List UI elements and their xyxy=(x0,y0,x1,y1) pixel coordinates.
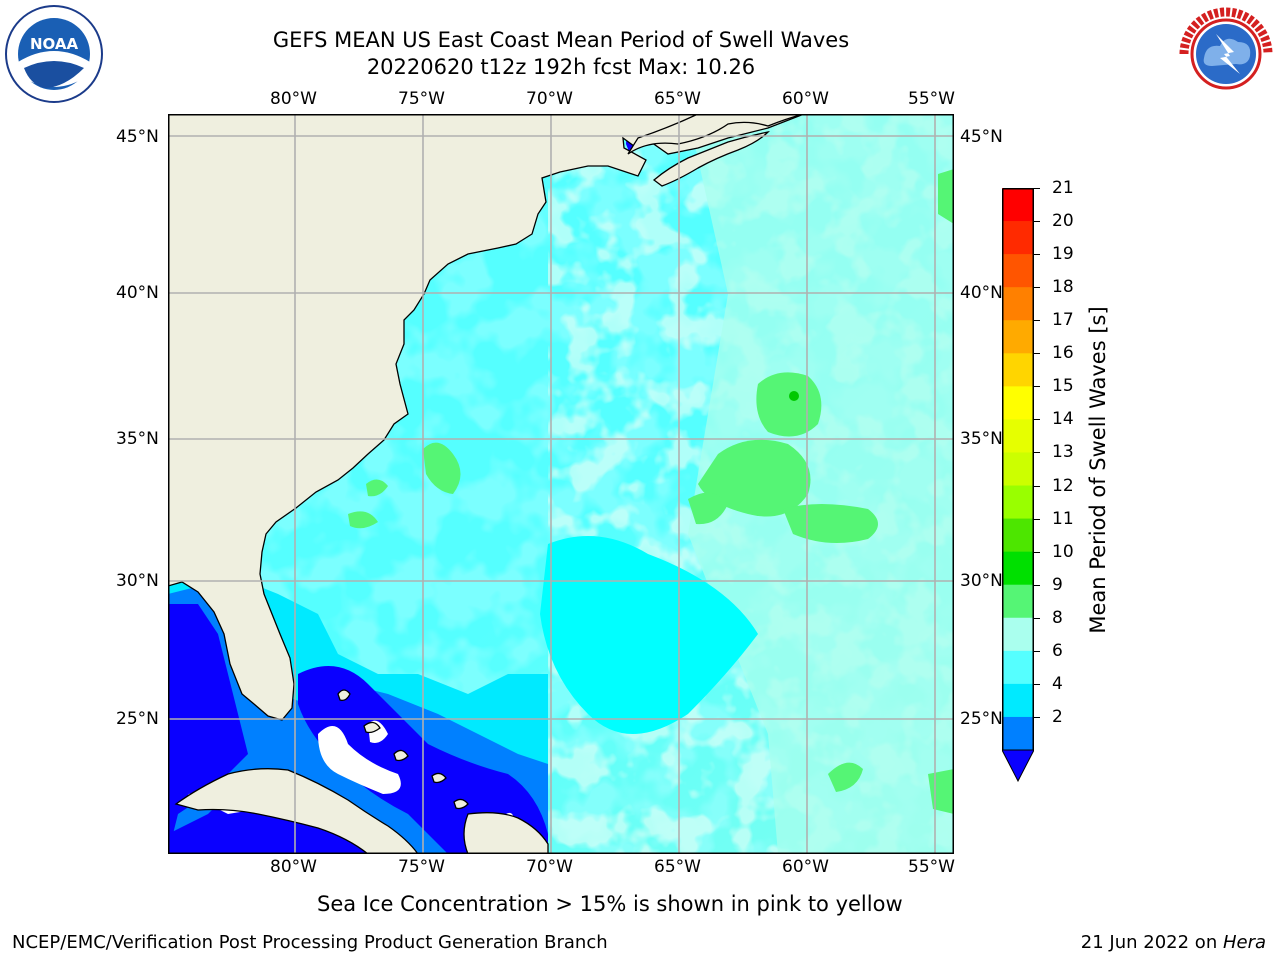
lon-label-bottom-80w: 80°W xyxy=(270,857,317,877)
colorbar-tick-mark xyxy=(1034,551,1040,553)
lat-label-left-30n: 30°N xyxy=(116,571,159,591)
lon-label-bottom-60w: 60°W xyxy=(782,857,829,877)
lon-label-top-55w: 55°W xyxy=(908,89,955,109)
colorbar-tick-label: 8 xyxy=(1052,607,1063,628)
colorbar-tick-label: 6 xyxy=(1052,640,1063,661)
colorbar-swatch xyxy=(1002,584,1034,619)
footer-credit: NCEP/EMC/Verification Post Processing Pr… xyxy=(12,932,608,953)
colorbar-swatches xyxy=(1001,188,1035,783)
map-subtitle: 20220620 t12z 192h fcst Max: 10.26 xyxy=(366,55,756,79)
colorbar-tick-label: 21 xyxy=(1052,178,1074,198)
colorbar-tick-label: 9 xyxy=(1052,574,1063,595)
lon-label-top-65w: 65°W xyxy=(654,89,701,109)
lat-label-left-45n: 45°N xyxy=(116,127,159,147)
colorbar-tick-mark xyxy=(1034,386,1040,388)
colorbar-swatch xyxy=(1002,287,1034,321)
map-title: GEFS MEAN US East Coast Mean Period of S… xyxy=(272,28,850,52)
colorbar-swatch xyxy=(1002,254,1034,288)
colorbar-swatch xyxy=(1002,617,1034,652)
colorbar-swatch xyxy=(1002,650,1034,685)
colorbar-tick-mark xyxy=(1034,584,1040,586)
colorbar-tick-mark xyxy=(1034,254,1040,256)
colorbar-tick-mark xyxy=(1034,683,1040,685)
colorbar-swatch xyxy=(1002,221,1034,255)
colorbar-outline xyxy=(1002,188,1034,750)
colorbar-tick-label: 2 xyxy=(1052,706,1063,727)
lon-label-bottom-65w: 65°W xyxy=(654,857,701,877)
footer-machine: Hera xyxy=(1222,932,1266,953)
colorbar-tick-label: 15 xyxy=(1052,376,1074,397)
lat-label-right-45n: 45°N xyxy=(960,127,1003,147)
colorbar-tick-mark xyxy=(1034,518,1040,520)
lat-label-right-25n: 25°N xyxy=(960,709,1003,729)
graticule xyxy=(168,114,954,854)
colorbar-tick-mark xyxy=(1034,452,1040,454)
colorbar-tick-label: 10 xyxy=(1052,541,1074,562)
colorbar-label: Mean Period of Swell Waves [s] xyxy=(1086,306,1110,634)
noaa-logo: NOAA xyxy=(4,4,104,104)
colorbar-tick-label: 16 xyxy=(1052,343,1074,364)
colorbar-swatch xyxy=(1002,188,1034,222)
colorbar-swatch xyxy=(1002,320,1034,354)
lat-label-left-40n: 40°N xyxy=(116,283,159,303)
colorbar-ticks: 21 20 19 18 17 16 15 14 13 12 11 10 9 8 6 4 2 xyxy=(1034,178,1086,770)
colorbar-tick-label: 11 xyxy=(1052,508,1074,529)
colorbar-tick-mark xyxy=(1034,419,1040,421)
colorbar-tick-label: 14 xyxy=(1052,409,1074,430)
colorbar-tick-mark xyxy=(1034,320,1040,322)
sea-ice-note: Sea Ice Concentration > 15% is shown in … xyxy=(317,892,903,916)
colorbar-swatch xyxy=(1002,452,1034,487)
colorbar-swatch xyxy=(1002,518,1034,553)
colorbar-swatch xyxy=(1002,551,1034,586)
colorbar-swatch xyxy=(1002,716,1034,751)
land xyxy=(167,113,805,855)
colorbar-swatch xyxy=(1002,386,1034,420)
svg-text:NOAA: NOAA xyxy=(30,35,79,53)
colorbar-tick-label: 12 xyxy=(1052,475,1074,496)
lon-label-bottom-70w: 70°W xyxy=(526,857,573,877)
lat-label-left-25n: 25°N xyxy=(116,709,159,729)
lat-label-right-40n: 40°N xyxy=(960,283,1003,303)
colorbar-tick-label: 18 xyxy=(1052,277,1074,298)
colorbar-extend-arrow xyxy=(1001,749,1035,783)
colorbar-tick-label: 4 xyxy=(1052,673,1063,694)
colorbar-tick-mark xyxy=(1034,188,1040,189)
map-panel[interactable] xyxy=(167,113,954,855)
colorbar xyxy=(1001,188,1035,783)
colorbar-swatch xyxy=(1002,485,1034,520)
lat-label-left-35n: 35°N xyxy=(116,429,159,449)
swell-period-field xyxy=(167,113,954,855)
colorbar-tick-mark xyxy=(1034,221,1040,223)
colorbar-swatch xyxy=(1002,353,1034,387)
lon-label-top-80w: 80°W xyxy=(270,89,317,109)
footer-date: 21 Jun 2022 on Hera xyxy=(1081,932,1266,954)
colorbar-swatch xyxy=(1002,683,1034,718)
colorbar-tick-label: 17 xyxy=(1052,310,1074,331)
colorbar-tick-mark xyxy=(1034,617,1040,619)
lon-label-top-70w: 70°W xyxy=(526,89,573,109)
lat-label-right-30n: 30°N xyxy=(960,571,1003,591)
colorbar-tick-mark xyxy=(1034,716,1040,718)
colorbar-tick-mark xyxy=(1034,485,1040,487)
lat-label-right-35n: 35°N xyxy=(960,429,1003,449)
colorbar-tick-mark xyxy=(1034,287,1040,289)
colorbar-tick-mark xyxy=(1034,650,1040,652)
colorbar-swatch xyxy=(1002,419,1034,453)
lon-label-bottom-55w: 55°W xyxy=(908,857,955,877)
colorbar-tick-label: 20 xyxy=(1052,211,1074,232)
lon-label-top-75w: 75°W xyxy=(398,89,445,109)
nws-logo xyxy=(1176,4,1276,104)
colorbar-tick-label: 19 xyxy=(1052,244,1074,265)
colorbar-tick-label: 13 xyxy=(1052,442,1074,463)
footer-date-text: 21 Jun 2022 on xyxy=(1080,932,1223,953)
colorbar-tick-mark xyxy=(1034,353,1040,355)
lon-label-bottom-75w: 75°W xyxy=(398,857,445,877)
lon-label-top-60w: 60°W xyxy=(782,89,829,109)
